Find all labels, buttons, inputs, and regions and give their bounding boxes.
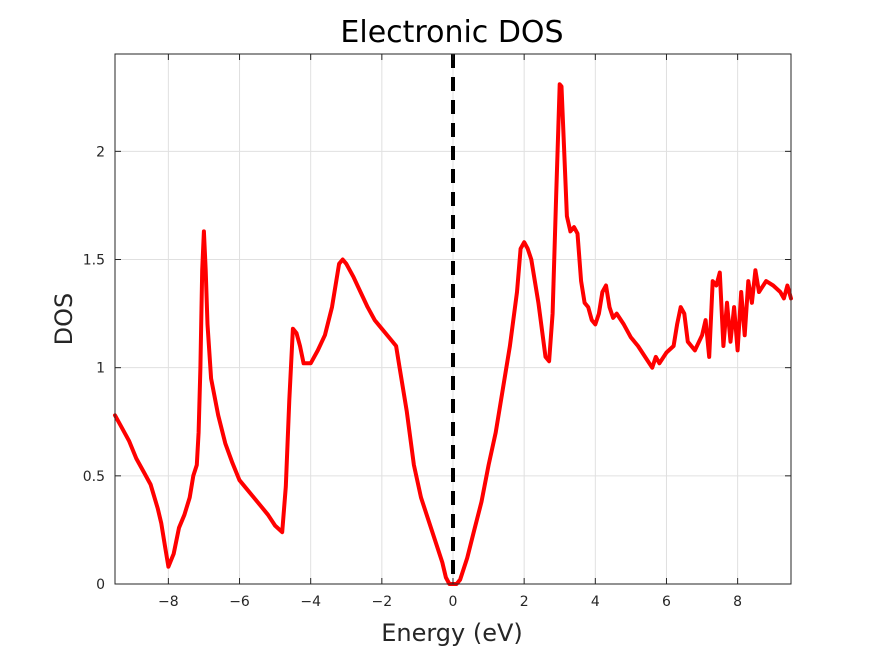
x-tick-label: −4 (300, 594, 321, 610)
x-tick-label: 8 (733, 594, 742, 610)
series-layer (113, 82, 793, 586)
x-tick-label: −6 (229, 594, 250, 610)
x-tick-label: 0 (449, 594, 458, 610)
x-axis-label: Energy (eV) (381, 619, 523, 647)
y-tick-label: 0 (96, 577, 105, 593)
ticks: −8 −6 −4 −2 0 2 4 6 8 0 0.5 1 1.5 2 (83, 54, 791, 610)
x-tick-label: 2 (520, 594, 529, 610)
x-tick-label: −2 (372, 594, 393, 610)
x-tick-label: 6 (662, 594, 671, 610)
y-tick-label: 2 (96, 144, 105, 160)
x-tick-label: −8 (158, 594, 179, 610)
y-tick-label: 0.5 (83, 469, 105, 485)
chart-title: Electronic DOS (340, 15, 563, 50)
dos-series-line (113, 82, 793, 586)
x-tick-label: 4 (591, 594, 600, 610)
y-tick-label: 1 (96, 361, 105, 377)
y-axis-label: DOS (50, 293, 78, 346)
y-tick-label: 1.5 (83, 253, 105, 269)
